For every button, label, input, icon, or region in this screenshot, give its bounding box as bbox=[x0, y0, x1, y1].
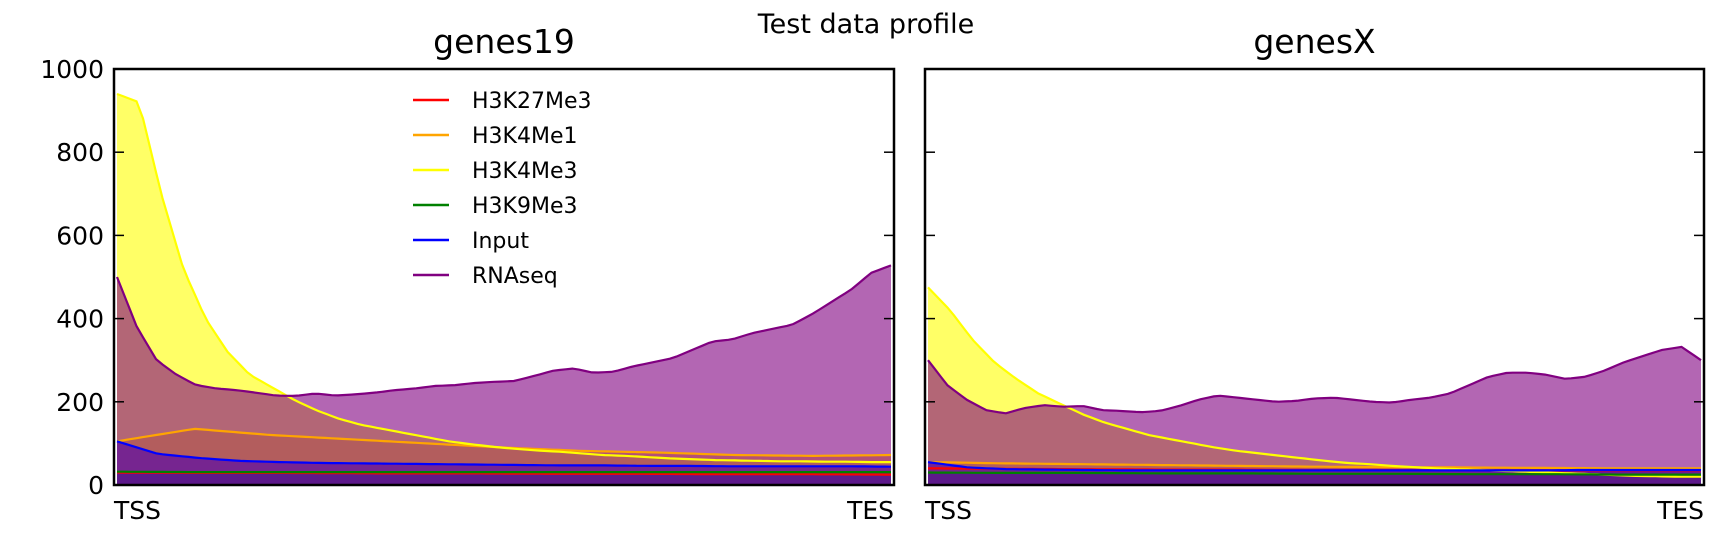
legend-item-h3k4me1: H3K4Me1 bbox=[413, 124, 577, 149]
series-line-rnaseq bbox=[115, 264, 892, 398]
series-line-h3k4me1 bbox=[927, 461, 1701, 470]
y-tick-label: 600 bbox=[56, 221, 104, 250]
plot-area bbox=[927, 286, 1702, 485]
x-label-end: TES bbox=[846, 496, 894, 525]
x-label-end: TES bbox=[1656, 496, 1704, 525]
y-tick-label: 0 bbox=[88, 471, 104, 500]
legend: H3K27Me3 H3K4Me1 H3K4Me3 H3K9Me3 Input RNAseq bbox=[413, 89, 591, 289]
legend-label: RNAseq bbox=[472, 264, 558, 289]
series-line-h3k9me3 bbox=[927, 471, 1701, 476]
legend-label: H3K4Me3 bbox=[472, 159, 577, 184]
legend-label: H3K27Me3 bbox=[472, 89, 591, 114]
panel-title: genes19 bbox=[433, 22, 575, 61]
legend-item-h3k9me3: H3K9Me3 bbox=[413, 194, 577, 219]
y-tick-label: 400 bbox=[56, 305, 104, 334]
panel-genesx: genesX TSS TES bbox=[923, 22, 1706, 525]
legend-item-h3k4me3: H3K4Me3 bbox=[413, 159, 577, 184]
legend-label: Input bbox=[472, 229, 529, 254]
series-line-input bbox=[116, 440, 892, 468]
y-tick-label: 1000 bbox=[40, 55, 104, 84]
x-label-start: TSS bbox=[113, 496, 161, 525]
x-label-start: TSS bbox=[924, 496, 972, 525]
y-tick-label: 200 bbox=[56, 388, 104, 417]
y-tick-label: 800 bbox=[56, 138, 104, 167]
plot-frame bbox=[923, 67, 1706, 487]
panel-title: genesX bbox=[1253, 22, 1375, 61]
legend-item-input: Input bbox=[413, 229, 529, 254]
legend-label: H3K4Me1 bbox=[472, 124, 577, 149]
legend-label: H3K9Me3 bbox=[472, 194, 577, 219]
plot-frame bbox=[112, 67, 896, 487]
legend-item-rnaseq: RNAseq bbox=[413, 264, 558, 289]
series-line-input bbox=[927, 461, 1701, 472]
figure-title: Test data profile bbox=[757, 9, 974, 40]
series-line-h3k4me3 bbox=[116, 92, 891, 464]
plot-area bbox=[115, 92, 892, 485]
series-line-rnaseq bbox=[927, 345, 1702, 415]
series-area-rnaseq bbox=[928, 346, 1701, 485]
panel-genes19: 0 200 400 600 800 1000 genes19 TSS TES bbox=[40, 22, 896, 525]
series-area-rnaseq bbox=[117, 265, 891, 485]
legend-item-h3k27me3: H3K27Me3 bbox=[413, 89, 591, 114]
